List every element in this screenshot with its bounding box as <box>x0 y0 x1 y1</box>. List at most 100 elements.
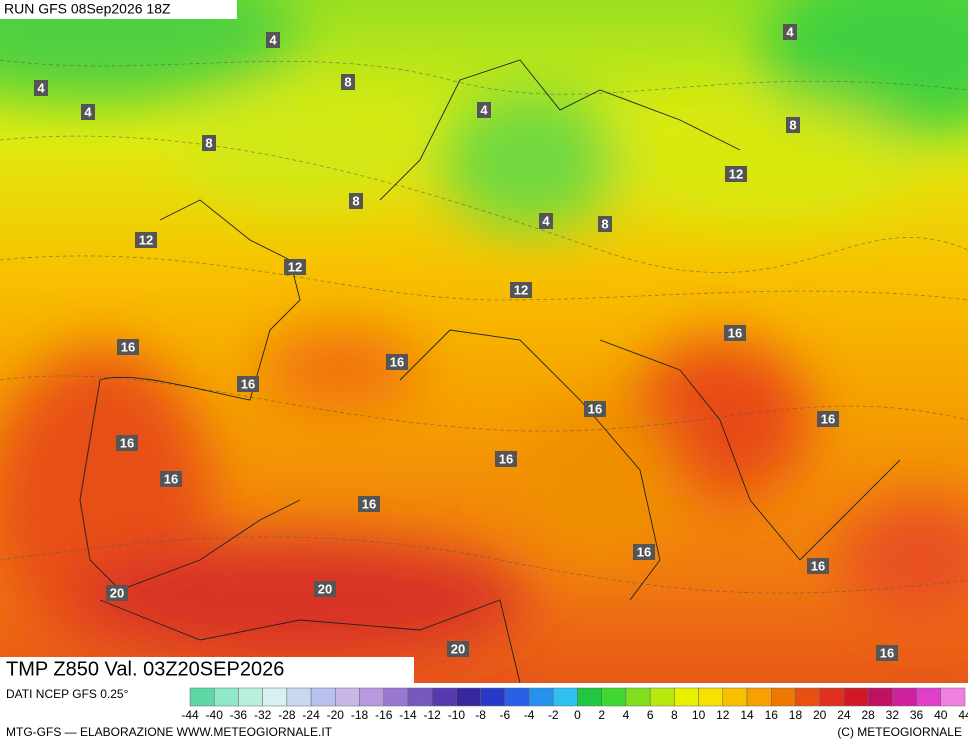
contour-label: 20 <box>318 581 332 596</box>
contour-label: 4 <box>37 80 45 95</box>
temperature-field <box>0 0 968 660</box>
scale-label: 24 <box>837 708 851 722</box>
scale-label: -2 <box>548 708 559 722</box>
color-box <box>553 687 578 707</box>
contour-label: 8 <box>789 117 796 132</box>
contour-label: 4 <box>542 213 550 228</box>
scale-label: 16 <box>765 708 779 722</box>
color-box <box>892 687 917 707</box>
color-box <box>286 687 312 707</box>
scale-label: 10 <box>692 708 706 722</box>
scale-label: 18 <box>789 708 803 722</box>
scale-label: -28 <box>278 708 296 722</box>
scale-label: 6 <box>647 708 654 722</box>
contour-label-box <box>34 80 48 96</box>
contour-label: 4 <box>269 32 277 47</box>
color-box <box>940 687 966 707</box>
color-box <box>456 687 481 707</box>
contour-label-box <box>786 117 800 133</box>
title-box <box>0 657 414 683</box>
contour-label: 16 <box>499 451 513 466</box>
contour-label: 12 <box>139 232 153 247</box>
contour-label-box <box>117 339 139 355</box>
contour-label-box <box>202 135 216 151</box>
color-box <box>746 687 772 707</box>
scale-label: 44 <box>958 708 968 722</box>
contour-label-box <box>358 496 380 512</box>
color-box <box>213 687 239 707</box>
contour-label-box <box>341 74 355 90</box>
color-box <box>359 687 384 707</box>
color-box <box>504 687 530 707</box>
scale-label: -12 <box>424 708 442 722</box>
color-box <box>431 687 457 707</box>
scale-label: 14 <box>740 708 754 722</box>
contour-label-box <box>725 166 747 182</box>
coastlines <box>79 59 901 684</box>
scale-label: 28 <box>861 708 875 722</box>
contour-label-box <box>237 376 259 392</box>
contour-label: 16 <box>588 401 602 416</box>
contour-label-box <box>539 213 553 229</box>
contour-label: 8 <box>352 193 359 208</box>
contour-label: 16 <box>637 544 651 559</box>
scale-label: -18 <box>351 708 369 722</box>
contour-label: 8 <box>344 74 351 89</box>
color-box <box>843 687 869 707</box>
scale-label: -8 <box>475 708 486 722</box>
contour-label-box <box>386 354 408 370</box>
contour-label: 16 <box>880 645 894 660</box>
color-box <box>674 687 699 707</box>
scale-label: -44 <box>181 708 199 722</box>
scale-label: 20 <box>813 708 827 722</box>
contour-label: 4 <box>84 104 92 119</box>
scale-label: 2 <box>598 708 605 722</box>
color-box <box>310 687 336 707</box>
contour-label: 8 <box>205 135 212 150</box>
contour-label: 16 <box>821 411 835 426</box>
contour-label: 16 <box>362 496 376 511</box>
footer-left: MTG-GFS — ELABORAZIONE WWW.METEOGIORNALE… <box>6 725 333 739</box>
color-box <box>189 687 215 707</box>
contour-label: 16 <box>811 558 825 573</box>
color-box <box>407 687 433 707</box>
contour-label: 4 <box>480 102 488 117</box>
color-box <box>795 687 820 707</box>
contour-labels: 4 4 4 8 4 4 8 8 12 8 4 8 12 12 12 16 16 16 16 16 16 16 16 16 16 1… <box>34 24 898 661</box>
color-box <box>867 687 893 707</box>
scale-label: -4 <box>524 708 535 722</box>
color-box <box>916 687 942 707</box>
run-info: RUN GFS 08Sep2026 18Z <box>4 1 171 17</box>
scale-label: 36 <box>910 708 924 722</box>
scale-label: -14 <box>399 708 417 722</box>
contour-label: 16 <box>241 376 255 391</box>
contour-label-box <box>510 282 532 298</box>
color-box <box>528 687 554 707</box>
contour-label-box <box>598 216 612 232</box>
contour-label-box <box>495 451 517 467</box>
scale-label: -36 <box>230 708 248 722</box>
color-box <box>722 687 748 707</box>
color-box <box>577 687 602 707</box>
contour-label-box <box>106 585 128 601</box>
contour-label-box <box>81 104 95 120</box>
contour-label: 16 <box>390 354 404 369</box>
contour-label-box <box>135 232 157 248</box>
contour-label-box <box>876 645 898 661</box>
scale-label: 32 <box>886 708 900 722</box>
isotherms <box>0 59 968 594</box>
color-box <box>238 687 263 707</box>
contour-label-box <box>160 471 182 487</box>
color-box <box>819 687 845 707</box>
contour-label-box <box>633 544 655 560</box>
run-box <box>0 0 237 19</box>
contour-label-box <box>807 558 829 574</box>
scale-label: 40 <box>934 708 948 722</box>
map-title: TMP Z850 Val. 03Z20SEP2026 <box>6 658 284 680</box>
footer-right: (C) METEOGIORNALE <box>837 725 962 739</box>
contour-label-box <box>724 325 746 341</box>
contour-label: 20 <box>451 641 465 656</box>
contour-label-box <box>447 641 469 657</box>
data-source: DATI NCEP GFS 0.25° <box>6 687 129 701</box>
